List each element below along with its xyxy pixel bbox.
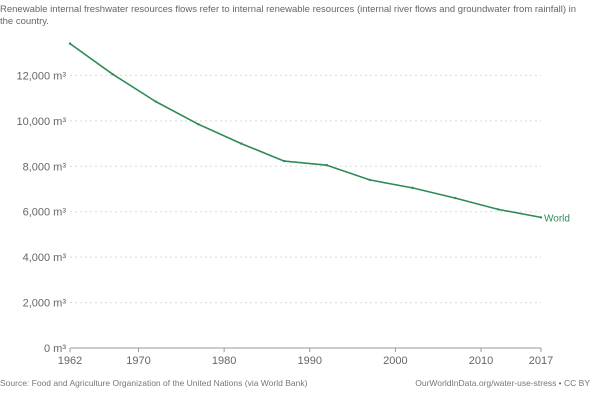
- series-label-world: World: [544, 213, 570, 224]
- y-tick-label: 6,000 m³: [23, 207, 67, 219]
- x-tick-label: 1962: [58, 355, 82, 367]
- x-tick-label: 2000: [383, 355, 407, 367]
- data-point: [411, 186, 414, 190]
- series-group: World: [68, 42, 570, 224]
- x-tick-label: 2017: [529, 355, 553, 367]
- y-tick-label: 12,000 m³: [16, 70, 66, 82]
- data-point: [240, 142, 243, 145]
- chart-subtitle: Renewable internal freshwater resources …: [0, 4, 577, 27]
- x-tick-label: 2010: [469, 355, 493, 367]
- data-point: [539, 216, 543, 219]
- x-tick-label: 1990: [298, 355, 322, 367]
- x-tick-label: 1980: [212, 355, 236, 367]
- y-tick-label: 2,000 m³: [23, 298, 67, 310]
- credit-note: OurWorldInData.org/water-use-stress • CC…: [415, 378, 590, 388]
- data-point: [68, 42, 72, 45]
- data-point: [154, 100, 157, 103]
- data-point: [454, 196, 457, 200]
- x-axis-ticks: 1962 1970 1980 1990 2000 2010 2017: [58, 348, 553, 367]
- y-axis-ticks: 0 m³ 2,000 m³ 4,000 m³ 6,000 m³ 8,000 m³ 10,0…: [16, 70, 66, 355]
- data-point: [282, 159, 286, 163]
- y-tick-label: 8,000 m³: [23, 161, 67, 173]
- data-point: [325, 163, 329, 167]
- x-tick-label: 1970: [126, 355, 150, 367]
- data-point: [111, 73, 115, 76]
- data-point: [197, 123, 200, 126]
- y-tick-label: 10,000 m³: [16, 116, 66, 128]
- gridlines: [70, 74, 541, 304]
- series-line-world: [69, 42, 542, 219]
- source-note: Source: Food and Agriculture Organizatio…: [0, 378, 308, 388]
- y-tick-label: 4,000 m³: [23, 252, 67, 264]
- data-point: [368, 178, 371, 182]
- data-point: [496, 208, 500, 211]
- y-tick-label: 0 m³: [44, 343, 66, 355]
